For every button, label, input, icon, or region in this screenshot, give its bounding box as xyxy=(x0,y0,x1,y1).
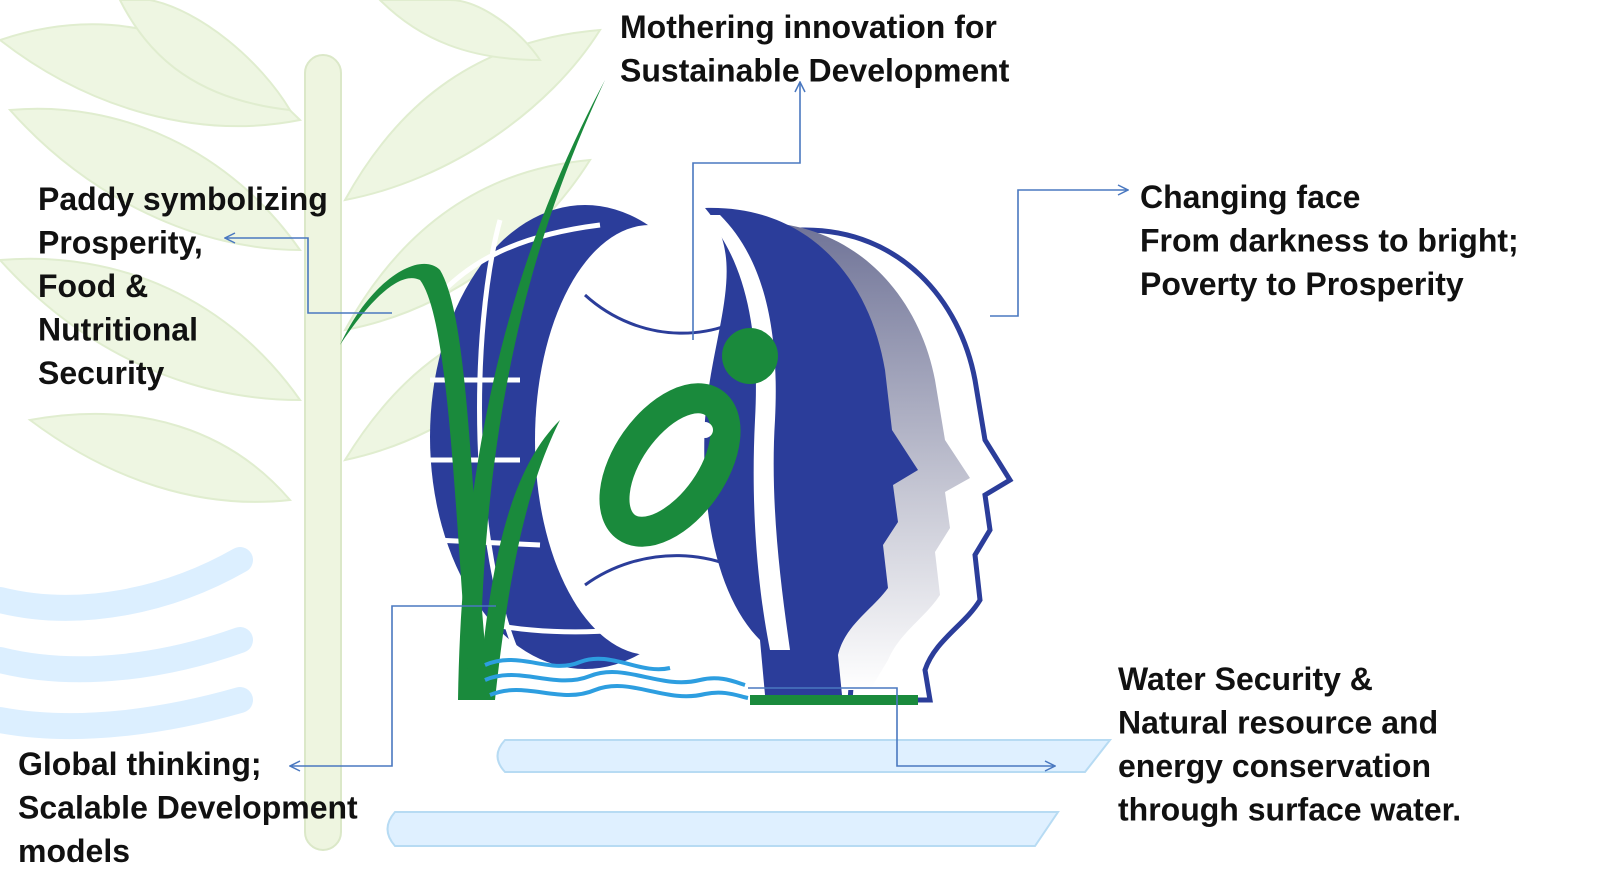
annotation-line: Sustainable Development xyxy=(620,53,1010,89)
page: {"annotations": [ {"lines": ["Mothering … xyxy=(0,0,1608,885)
faces xyxy=(704,208,1010,700)
annotation-line: From darkness to bright; xyxy=(1140,223,1519,259)
annotation-line: Water Security & xyxy=(1118,661,1373,697)
water-waves xyxy=(485,659,748,698)
annotation-line: Natural resource and xyxy=(1118,705,1438,741)
annotation-line: Mothering innovation for xyxy=(620,9,997,45)
annotation-line: Scalable Development xyxy=(18,790,358,826)
annotation-line: energy conservation xyxy=(1118,748,1431,784)
annotation-line: Paddy symbolizing xyxy=(38,181,328,217)
stalk xyxy=(305,55,341,850)
annotation-line: models xyxy=(18,833,130,869)
water-bars xyxy=(388,740,1111,846)
background-water xyxy=(0,560,240,726)
annotation-line: Security xyxy=(38,355,164,391)
connector xyxy=(990,190,1128,316)
annotation-line: Prosperity, xyxy=(38,225,203,261)
annotation-line: Changing face xyxy=(1140,179,1360,215)
annotation-line: through surface water. xyxy=(1118,792,1461,828)
annotation-line: Global thinking; xyxy=(18,746,262,782)
diagram: Mothering innovation for Sustainable Deve… xyxy=(0,0,1608,885)
annotation-line: Nutritional xyxy=(38,312,198,348)
annotation-line: Poverty to Prosperity xyxy=(1140,266,1464,302)
annotation-line: Food & xyxy=(38,268,148,304)
